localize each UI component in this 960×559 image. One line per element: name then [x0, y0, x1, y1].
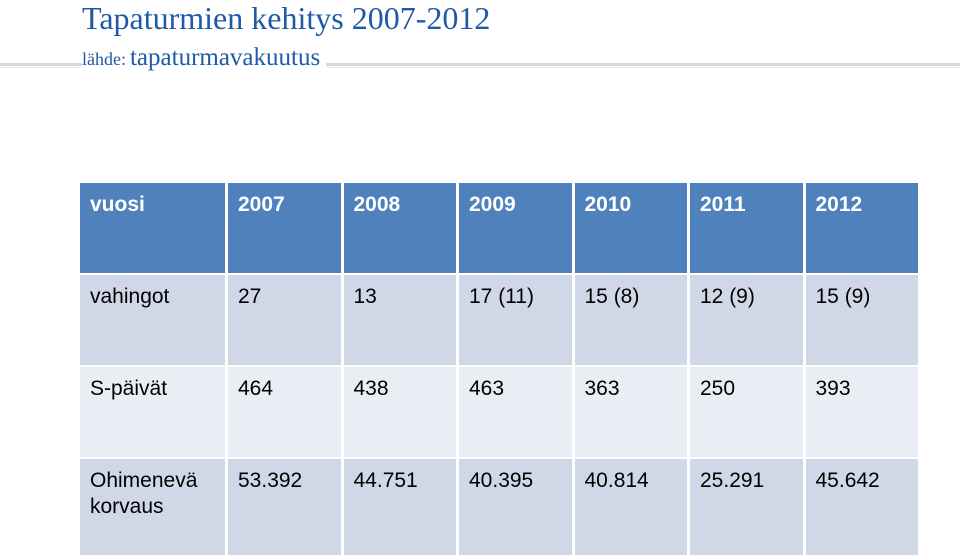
table-cell: 12 (9): [690, 275, 803, 365]
source-label: lähde:: [82, 49, 126, 69]
table-cell: 463: [459, 367, 572, 457]
table-cell: 27: [228, 275, 341, 365]
table-cell: 15 (9): [805, 275, 918, 365]
divider: [0, 67, 960, 68]
table-cell: 25.291: [690, 459, 803, 555]
table-cell: 363: [574, 367, 687, 457]
subtitle: lähde: tapaturmavakuutus: [82, 44, 327, 72]
table-cell: 40.814: [574, 459, 687, 555]
table-cell: 17 (11): [459, 275, 572, 365]
header-cell: 2010: [574, 183, 687, 273]
header-cell: 2011: [690, 183, 803, 273]
table-cell: 250: [690, 367, 803, 457]
table-cell: 13: [343, 275, 456, 365]
title: Tapaturmien kehitys 2007-2012: [82, 0, 491, 36]
header-cell: 2009: [459, 183, 572, 273]
divider: [0, 63, 960, 66]
table-cell: vahingot: [80, 275, 225, 365]
header-cell: 2012: [805, 183, 918, 273]
table-cell: 438: [343, 367, 456, 457]
table: vuosi 2007 2008 2009 2010 2011 2012 vahingot 27 1…: [80, 183, 918, 555]
header-cell: vuosi: [80, 183, 225, 273]
table-cell: 15 (8): [574, 275, 687, 365]
table-cell: 44.751: [343, 459, 456, 555]
header-cell: 2008: [343, 183, 456, 273]
table-cell: 45.642: [805, 459, 918, 555]
table-cell: 53.392: [228, 459, 341, 555]
header-cell: 2007: [228, 183, 341, 273]
source: tapaturmavakuutus: [129, 44, 321, 71]
table-cell: 393: [805, 367, 918, 457]
table-cell: S-päivät: [80, 367, 225, 457]
table-cell: Ohimenevä korvaus: [80, 459, 225, 555]
table-cell: 464: [228, 367, 341, 457]
table-cell: 40.395: [459, 459, 572, 555]
